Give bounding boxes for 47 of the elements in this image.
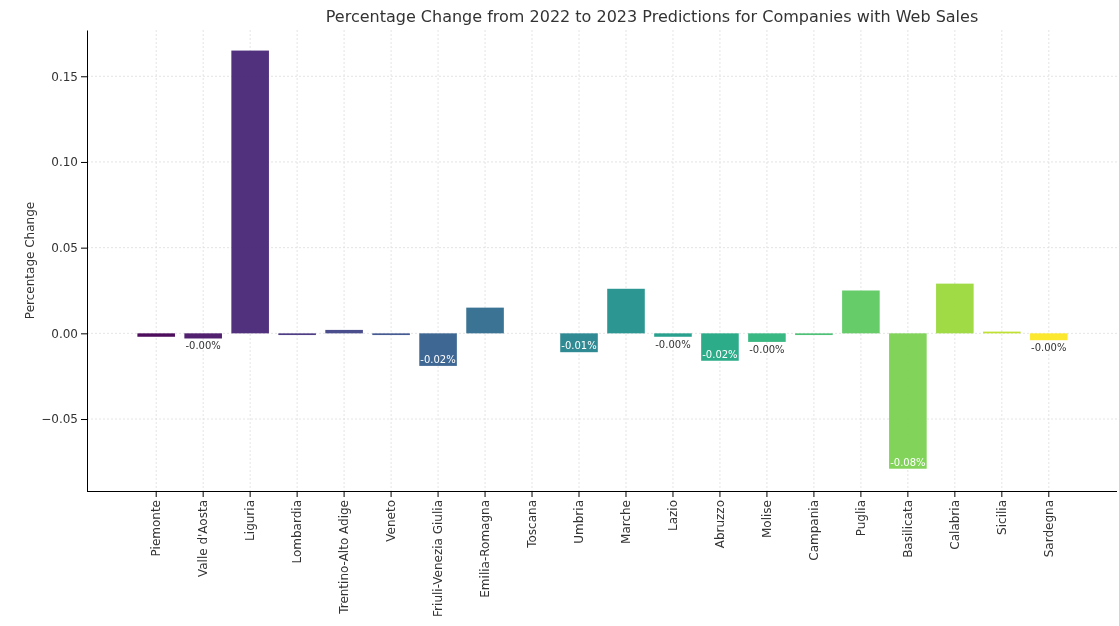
bar xyxy=(607,288,645,334)
data-label: -0.08% xyxy=(890,456,926,468)
x-tick-label: Piemonte xyxy=(149,500,164,557)
y-tick-label: 0.00 xyxy=(51,326,78,341)
x-tick-label: Umbria xyxy=(572,500,587,544)
data-label: -0.00% xyxy=(1031,342,1067,354)
bar xyxy=(419,333,457,366)
data-label: -0.00% xyxy=(655,338,691,350)
x-tick-label: Lazio xyxy=(666,500,681,532)
x-tick-label: Marche xyxy=(619,500,634,544)
data-label: -0.02% xyxy=(702,348,738,360)
chart-title: Percentage Change from 2022 to 2023 Predictions for Companies with Web Sales xyxy=(325,7,979,26)
x-tick-label: Trentino-Alto Adige xyxy=(337,500,352,615)
x-tick-label: Liguria xyxy=(243,500,258,541)
y-tick-label: 0.15 xyxy=(51,69,78,84)
y-axis-title: Percentage Change xyxy=(23,201,37,320)
bar xyxy=(1030,333,1068,341)
x-tick-label: Puglia xyxy=(854,500,869,537)
x-tick-label: Veneto xyxy=(384,500,399,542)
x-tick-label: Basilicata xyxy=(901,500,916,558)
x-tick-label: Sardegna xyxy=(1042,500,1057,558)
bar xyxy=(748,333,786,342)
x-tick-label: Campania xyxy=(807,500,822,561)
data-label: -0.01% xyxy=(561,340,597,352)
y-tick-label: 0.05 xyxy=(51,240,78,255)
bar xyxy=(889,333,927,469)
x-tick-label: Calabria xyxy=(948,500,963,550)
x-tick-label: Toscana xyxy=(525,500,540,549)
bar xyxy=(137,333,175,337)
x-tick-label: Emilia-Romagna xyxy=(478,500,493,598)
y-tick-label: −0.05 xyxy=(41,412,78,427)
bar xyxy=(842,290,880,334)
x-tick-label: Lombardia xyxy=(290,500,305,564)
data-label: -0.00% xyxy=(185,340,221,352)
x-tick-label: Sicilia xyxy=(995,500,1010,535)
bar xyxy=(936,283,974,334)
x-tick-label: Valle d'Aosta xyxy=(196,500,211,578)
y-tick-label: 0.10 xyxy=(51,155,78,170)
x-tick-label: Friuli-Venezia Giulia xyxy=(431,500,446,617)
bar xyxy=(654,333,692,337)
bar xyxy=(231,50,269,334)
x-tick-label: Molise xyxy=(760,500,775,538)
bar xyxy=(184,333,222,339)
bar xyxy=(466,307,504,334)
data-label: -0.00% xyxy=(749,343,785,355)
data-label: -0.02% xyxy=(420,353,456,365)
x-tick-label: Abruzzo xyxy=(713,500,728,549)
